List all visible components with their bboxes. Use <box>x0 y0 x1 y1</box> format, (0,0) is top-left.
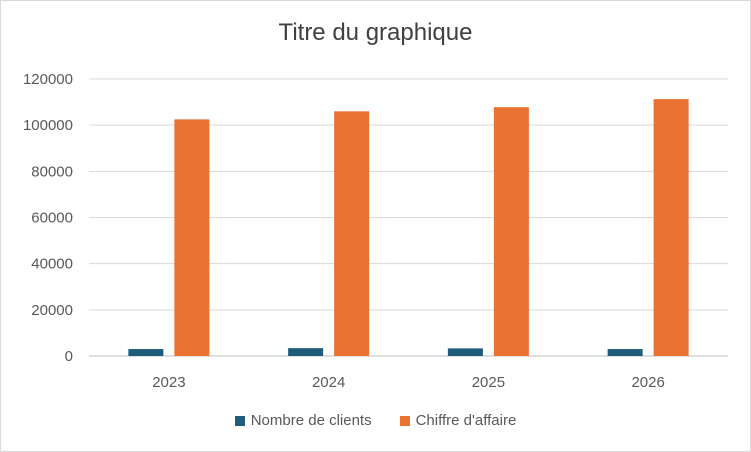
y-tick-label: 0 <box>65 348 73 365</box>
y-tick-label: 20000 <box>31 302 73 319</box>
legend-label-revenue: Chiffre d'affaire <box>415 412 517 429</box>
x-tick-label: 2026 <box>631 374 664 391</box>
y-tick-label: 40000 <box>31 256 73 273</box>
x-tick-label: 2024 <box>312 374 345 391</box>
bar-revenue <box>493 107 529 356</box>
x-tick-label: 2025 <box>472 374 505 391</box>
bar-clients <box>607 349 643 356</box>
legend-swatch-clients <box>234 415 245 426</box>
bar-revenue <box>653 99 689 357</box>
legend-item-revenue: Chiffre d'affaire <box>399 412 517 429</box>
bar-revenue <box>334 111 370 356</box>
y-tick-label: 80000 <box>31 163 73 180</box>
legend-item-clients: Nombre de clients <box>234 412 372 429</box>
y-tick-label: 120000 <box>23 71 73 88</box>
y-tick-label: 60000 <box>31 210 73 227</box>
legend: Nombre de clients Chiffre d'affaire <box>1 412 750 429</box>
bar-clients <box>447 348 483 356</box>
legend-label-clients: Nombre de clients <box>250 412 372 429</box>
x-tick-label: 2023 <box>152 374 185 391</box>
legend-swatch-revenue <box>399 415 410 426</box>
bar-clients <box>288 348 324 356</box>
bar-revenue <box>174 119 210 356</box>
bar-clients <box>128 349 164 356</box>
y-tick-label: 100000 <box>23 117 73 134</box>
chart-title: Titre du graphique <box>278 19 473 46</box>
